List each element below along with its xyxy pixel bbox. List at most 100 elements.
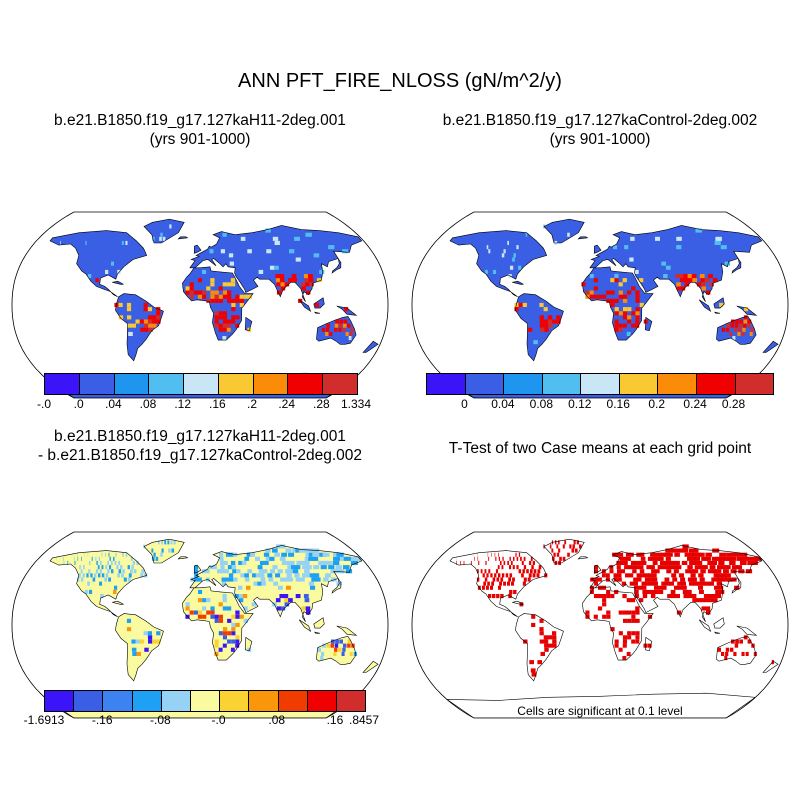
grid-cell (303, 274, 309, 279)
coastline (731, 258, 742, 274)
grid-cell (689, 560, 695, 565)
grid-cell (205, 569, 210, 574)
grid-cell (602, 585, 607, 590)
grid-cell (198, 589, 203, 594)
grid-cell (614, 639, 619, 644)
grid-cell (614, 323, 619, 328)
grid-cell (540, 327, 545, 332)
grid-cell (491, 581, 494, 586)
grid-cell (202, 606, 207, 611)
grid-cell (687, 274, 693, 279)
grid-cell (741, 331, 745, 336)
grid-cell (148, 319, 153, 324)
grid-cell (665, 565, 670, 570)
grid-cell (156, 639, 161, 644)
grid-cell (682, 548, 688, 553)
grid-cell (140, 327, 145, 332)
grid-cell (692, 598, 697, 603)
grid-cell (173, 540, 176, 545)
grid-cell (718, 585, 724, 590)
grid-cell (669, 581, 674, 586)
grid-cell (313, 253, 320, 258)
grid-cell (675, 594, 680, 599)
grid-cell (724, 565, 731, 570)
grid-cell (544, 647, 549, 652)
grid-cell (299, 577, 305, 582)
grid-cell (745, 651, 749, 656)
grid-cell (719, 577, 725, 582)
grid-cell (680, 278, 685, 283)
grid-cell (328, 245, 335, 250)
grid-cell (152, 639, 157, 644)
grid-cell (202, 269, 207, 274)
grid-cell (585, 610, 590, 615)
grid-cell (706, 290, 711, 295)
grid-cell (89, 560, 91, 565)
grid-cell (105, 269, 109, 274)
coastline (449, 550, 548, 617)
grid-cell (328, 565, 335, 570)
grid-cell (147, 631, 152, 636)
grid-cell (556, 552, 560, 557)
grid-cell (634, 594, 639, 599)
grid-cell (306, 290, 311, 295)
grid-cell (559, 556, 562, 561)
grid-cell (88, 274, 92, 279)
grid-cell (122, 569, 125, 574)
grid-cell (156, 315, 161, 320)
grid-cell (641, 560, 647, 565)
grid-cell (333, 556, 340, 561)
grid-cell (510, 560, 513, 565)
grid-cell (197, 614, 203, 619)
grid-cell (719, 302, 724, 307)
grid-cell (668, 565, 674, 570)
grid-cell (523, 556, 526, 561)
land-region (299, 619, 311, 632)
panel-1-title: b.e21.B1850.f19_g17.127kaH11-2deg.001 (y… (0, 111, 400, 149)
land-region (332, 578, 341, 593)
grid-cell (60, 240, 61, 245)
grid-cell (85, 240, 87, 245)
grid-cell (494, 552, 496, 557)
colorbar-tick-label: 0.04 (491, 397, 515, 411)
grid-cell (558, 548, 561, 553)
grid-cell (723, 577, 729, 582)
grid-cell (558, 540, 560, 545)
grid-cell (539, 302, 544, 307)
grid-cell (206, 598, 211, 603)
grid-cell (131, 647, 137, 652)
colorbar-box (114, 374, 150, 394)
grid-cell (538, 565, 542, 570)
grid-cell (653, 552, 659, 557)
coastline (298, 299, 312, 312)
grid-cell (487, 581, 490, 586)
grid-cell (650, 565, 655, 570)
grid-cell (614, 327, 619, 332)
grid-cell (214, 651, 219, 656)
grid-cell (344, 307, 349, 312)
grid-cell (610, 594, 615, 599)
grid-cell (238, 585, 243, 590)
map-land-layer (445, 538, 779, 718)
grid-cell (499, 581, 502, 586)
grid-cell (715, 569, 722, 574)
grid-cell (350, 327, 354, 332)
grid-cell (704, 556, 711, 561)
grid-cell (214, 643, 219, 648)
grid-cell (695, 552, 702, 557)
grid-cell (107, 560, 109, 565)
grid-cell (618, 647, 623, 652)
grid-cell (526, 569, 529, 574)
grid-cell (322, 643, 326, 648)
grid-cell (128, 331, 133, 336)
grid-cell (128, 573, 132, 578)
grid-cell (206, 610, 211, 615)
grid-cell (552, 635, 557, 640)
colorbar-box (504, 374, 543, 394)
grid-cell (274, 240, 280, 245)
grid-cell (652, 560, 658, 565)
grid-cell (261, 581, 266, 586)
grid-cell (527, 577, 531, 582)
grid-cell (552, 639, 557, 644)
grid-cell (131, 639, 136, 644)
